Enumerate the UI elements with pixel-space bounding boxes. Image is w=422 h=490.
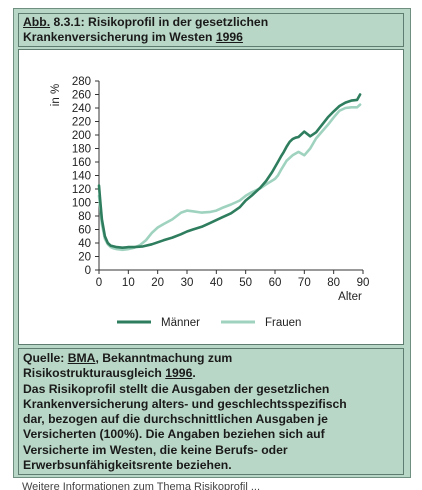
y-tick-label: 120	[72, 184, 91, 196]
y-axis-label: in %	[50, 84, 62, 106]
title-line-2: Krankenversicherung im Westen 1996	[23, 30, 399, 45]
series-line-maenner	[97, 93, 362, 249]
y-tick-label: 240	[72, 103, 91, 115]
figure-title: Abb. 8.3.1: Risikoprofil in der gesetzli…	[18, 13, 404, 47]
source-line-2-end: .	[192, 366, 196, 381]
source-text-line: Das Risikoprofil stellt die Ausgaben der…	[23, 381, 330, 396]
y-tick-label: 0	[85, 265, 91, 277]
x-tick-label: 0	[96, 277, 102, 289]
x-tick-label: 90	[357, 277, 370, 289]
y-tick-label: 140	[72, 171, 91, 183]
chart-series-layer	[97, 93, 362, 252]
y-tick-label: 60	[78, 225, 91, 237]
source-note: Quelle: BMA, Bekanntmachung zum Risikost…	[18, 348, 404, 475]
source-year: 1996	[165, 366, 193, 381]
y-tick-label: 280	[72, 76, 91, 88]
x-tick-label: 60	[269, 277, 282, 289]
x-tick-label: 80	[327, 277, 340, 289]
x-tick-label: 70	[298, 277, 311, 289]
source-text-line: Versicherte im Westen, die keine Berufs-…	[23, 442, 288, 457]
y-tick-label: 80	[78, 211, 91, 223]
y-tick-label: 100	[72, 198, 91, 210]
source-prefix: Quelle:	[23, 351, 68, 365]
y-tick-label: 160	[72, 157, 91, 169]
source-text-line: Krankenversicherung alters- und geschlec…	[23, 396, 347, 411]
legend-label-maenner: Männer	[161, 317, 200, 329]
title-line-2-main: Krankenversicherung im Westen	[23, 30, 216, 44]
title-line-1-rest: 8.3.1: Risikoprofil in der gesetzlichen	[50, 15, 269, 29]
y-tick-label: 40	[78, 238, 91, 250]
source-abbr: BMA	[67, 351, 96, 365]
y-tick-label: 260	[72, 90, 91, 102]
series-line-frauen	[97, 103, 362, 252]
title-prefix: Abb.	[23, 15, 51, 29]
chart-legend: Männer Frauen	[117, 317, 301, 329]
y-tick-label: 180	[72, 144, 91, 156]
x-tick-label: 30	[181, 277, 194, 289]
figure-frame: Abb. 8.3.1: Risikoprofil in der gesetzli…	[13, 8, 411, 478]
chart-axes: 0204060801001201401601802002202402602800…	[50, 76, 369, 303]
source-text-line: dar, bezogen auf die durchschnittlichen …	[23, 412, 328, 427]
x-tick-label: 20	[151, 277, 164, 289]
x-tick-label: 10	[122, 277, 135, 289]
x-tick-label: 50	[239, 277, 252, 289]
y-tick-label: 220	[72, 117, 91, 129]
title-line-1: Abb. 8.3.1: Risikoprofil in der gesetzli…	[23, 15, 399, 30]
line-chart: 0204060801001201401601802002202402602800…	[50, 76, 369, 329]
footer-fragment: Weitere Informationen zum Thema Risikopr…	[22, 481, 261, 490]
source-text-line: Erwerbsunfähigkeitsrente beziehen.	[23, 458, 232, 473]
y-tick-label: 20	[78, 252, 91, 264]
source-line-1: Quelle: BMA, Bekanntmachung zum	[23, 351, 399, 366]
chart-area: 0 20 40 60 80 100 120 140 160 180 200 220 240 260 280 0…	[18, 49, 404, 345]
cut-off-footer-text: Weitere Informationen zum Thema Risikopr…	[0, 481, 422, 490]
source-text-line: Versicherten (100%). Die Angaben beziehe…	[23, 427, 325, 442]
source-line-1-rest: , Bekanntmachung zum	[95, 351, 233, 365]
source-line-2: Risikostrukturausgleich 1996.	[23, 366, 399, 381]
x-tick-label: 40	[210, 277, 223, 289]
x-axis-label: Alter	[338, 291, 362, 303]
source-line-2-main: Risikostrukturausgleich	[23, 366, 166, 381]
legend-label-frauen: Frauen	[265, 317, 301, 329]
title-year: 1996	[215, 30, 243, 44]
y-tick-label: 200	[72, 130, 91, 142]
